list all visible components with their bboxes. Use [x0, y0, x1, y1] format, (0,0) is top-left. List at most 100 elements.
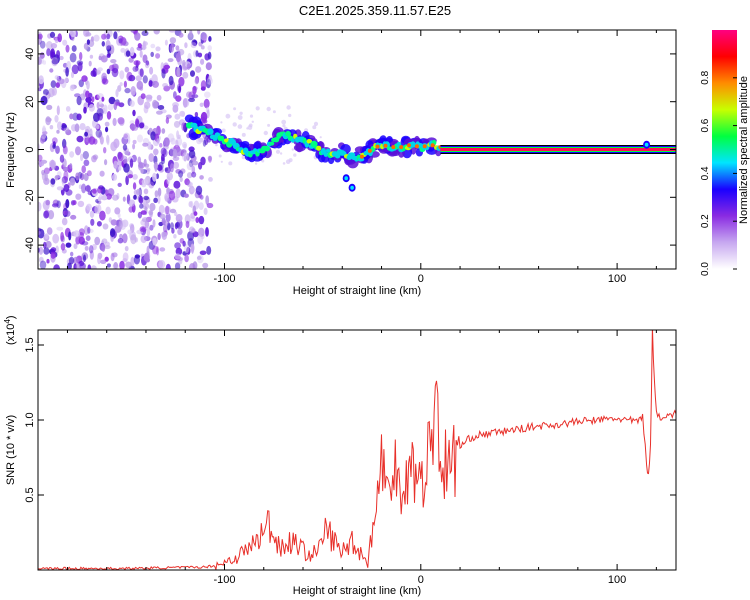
noise-speckle	[49, 68, 54, 73]
noise-speckle	[117, 117, 125, 125]
noise-speckle	[124, 150, 129, 156]
noise-speckle	[154, 190, 159, 198]
noise-speckle	[119, 70, 125, 80]
noise-speckle	[291, 148, 294, 151]
noise-speckle	[108, 96, 116, 105]
noise-speckle	[191, 171, 197, 178]
noise-speckle	[185, 220, 190, 229]
noise-speckle	[94, 204, 100, 215]
noise-speckle	[94, 236, 101, 246]
noise-speckle	[247, 125, 253, 130]
noise-speckle	[104, 121, 110, 127]
trace-peak	[391, 145, 396, 150]
noise-speckle	[203, 98, 210, 109]
noise-speckle	[190, 200, 194, 209]
noise-speckle	[129, 100, 135, 107]
noise-speckle	[161, 153, 165, 162]
noise-speckle	[288, 113, 292, 118]
noise-speckle	[137, 43, 142, 49]
noise-speckle	[164, 167, 168, 172]
noise-speckle	[137, 211, 142, 219]
noise-speckle	[189, 182, 193, 187]
noise-speckle	[73, 243, 78, 250]
noise-speckle	[239, 111, 243, 116]
colorbar-tick-label: 0.6	[700, 118, 711, 132]
noise-speckle	[187, 231, 195, 241]
noise-speckle	[173, 120, 181, 128]
noise-speckle	[89, 250, 94, 260]
noise-speckle	[38, 56, 42, 65]
noise-speckle	[108, 217, 113, 223]
noise-speckle	[149, 224, 154, 231]
noise-speckle	[120, 47, 126, 53]
noise-speckle	[41, 133, 47, 140]
noise-speckle	[63, 210, 67, 216]
noise-speckle	[157, 105, 165, 110]
noise-speckle	[78, 236, 86, 245]
noise-speckle	[124, 66, 130, 73]
noise-speckle	[90, 218, 95, 226]
noise-speckle	[96, 108, 104, 117]
noise-speckle	[123, 163, 130, 173]
noise-speckle	[52, 233, 60, 244]
noise-speckle	[146, 227, 151, 237]
y-tick-label: 0	[24, 146, 36, 152]
trace-peak	[375, 144, 380, 149]
noise-speckle	[153, 197, 158, 203]
noise-speckle	[175, 214, 183, 223]
noise-speckle	[141, 30, 149, 36]
noise-speckle	[166, 187, 171, 195]
noise-speckle	[176, 130, 180, 139]
trace-core	[290, 138, 295, 143]
noise-speckle	[122, 258, 128, 263]
noise-speckle	[65, 242, 72, 248]
colorbar-tick-label: 0.2	[700, 214, 711, 228]
trace-core	[268, 141, 275, 146]
noise-speckle	[127, 174, 133, 179]
noise-speckle	[89, 210, 95, 218]
noise-speckle	[157, 187, 162, 197]
noise-speckle	[51, 57, 59, 67]
noise-speckle	[43, 247, 50, 255]
noise-speckle	[161, 68, 166, 79]
noise-speckle	[200, 58, 205, 65]
noise-speckle	[61, 217, 68, 226]
noise-speckle	[148, 153, 155, 163]
noise-speckle	[218, 154, 222, 158]
noise-speckle	[106, 33, 111, 40]
noise-speckle	[102, 223, 109, 230]
noise-speckle	[198, 215, 205, 225]
noise-speckle	[166, 172, 173, 181]
noise-speckle	[112, 194, 119, 201]
noise-speckle	[101, 78, 109, 85]
noise-speckle	[158, 204, 165, 214]
noise-speckle	[188, 97, 196, 103]
noise-speckle	[182, 59, 186, 66]
noise-speckle	[237, 124, 243, 129]
snr-series-line	[38, 330, 676, 570]
noise-speckle	[182, 152, 189, 162]
noise-speckle	[139, 68, 144, 78]
noise-speckle	[169, 208, 177, 214]
noise-speckle	[142, 40, 146, 50]
noise-speckle	[113, 160, 118, 169]
noise-speckle	[173, 161, 180, 169]
noise-speckle	[237, 115, 243, 120]
noise-speckle	[146, 96, 153, 102]
noise-speckle	[88, 245, 94, 254]
noise-speckle	[160, 147, 167, 156]
noise-speckle	[46, 104, 53, 110]
trace-peak	[399, 145, 404, 150]
noise-speckle	[175, 95, 182, 102]
noise-speckle	[134, 32, 141, 41]
noise-speckle	[105, 126, 109, 133]
noise-speckle	[203, 207, 208, 215]
noise-speckle	[38, 230, 41, 236]
noise-speckle	[98, 99, 103, 106]
noise-speckle	[101, 238, 108, 244]
noise-speckle	[86, 203, 92, 211]
noise-speckle	[98, 131, 103, 140]
noise-speckle	[148, 80, 153, 87]
noise-speckle	[139, 86, 144, 91]
noise-speckle	[164, 39, 168, 46]
